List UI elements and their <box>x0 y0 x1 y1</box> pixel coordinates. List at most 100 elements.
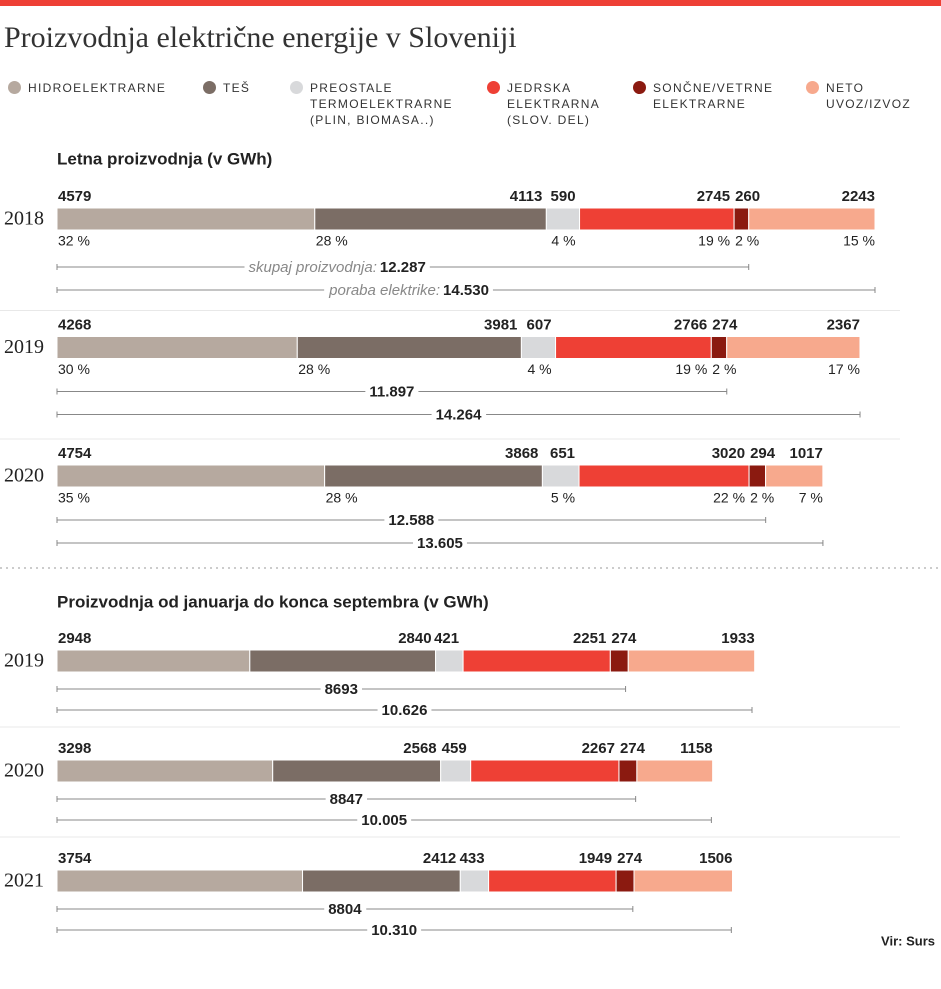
consumption-caption: poraba elektrike: <box>328 282 440 299</box>
share-label: 28 % <box>316 233 348 249</box>
value-label: 2745 <box>697 188 730 205</box>
section-subtitle: Letna proizvodnja (v GWh) <box>57 149 272 168</box>
production-label: 12.588 <box>388 512 434 529</box>
value-label: 2840 <box>398 630 431 647</box>
year-label: 2019 <box>4 336 44 358</box>
bar-segment <box>459 869 490 893</box>
consumption-label: 10.626 <box>382 702 428 719</box>
share-label: 5 % <box>551 490 575 506</box>
label-background <box>324 281 493 299</box>
value-label: 590 <box>551 188 576 205</box>
bar-segment <box>249 649 437 673</box>
legend-label: HIDROELEKTRARNE <box>28 81 167 95</box>
share-label: 2 % <box>712 361 736 377</box>
legend-label: TEŠ <box>223 81 251 95</box>
bar-segment <box>56 869 304 893</box>
legend-swatch <box>8 81 21 94</box>
production-caption: skupaj proizvodnja: <box>248 259 376 276</box>
share-label: 22 % <box>713 490 745 506</box>
bar-segment <box>541 464 580 488</box>
share-label: 19 % <box>698 233 730 249</box>
legend-swatch <box>203 81 216 94</box>
share-label: 28 % <box>326 490 358 506</box>
legend-swatch <box>487 81 500 94</box>
share-label: 28 % <box>298 361 330 377</box>
bar-segment <box>488 869 617 893</box>
bar-segment <box>56 649 251 673</box>
bar-segment <box>726 336 861 359</box>
value-label: 4754 <box>58 445 92 462</box>
legend-label: SONČNE/VETRNE ELEKTRARNE <box>653 81 774 111</box>
legend-item: SONČNE/VETRNE ELEKTRARNE <box>633 80 803 112</box>
label-background <box>431 405 487 424</box>
label-background <box>324 900 367 918</box>
legend-swatch <box>806 81 819 94</box>
share-label: 4 % <box>527 361 551 377</box>
value-label: 2412 <box>423 850 456 867</box>
value-label: 4268 <box>58 316 91 333</box>
year-label: 2019 <box>4 650 44 672</box>
share-label: 4 % <box>551 233 575 249</box>
value-label: 3298 <box>58 740 91 757</box>
value-label: 433 <box>460 850 485 867</box>
consumption-label: 10.310 <box>371 922 417 939</box>
bar-segment <box>56 207 316 231</box>
value-label: 421 <box>434 630 459 647</box>
legend-item: TEŠ <box>203 80 283 96</box>
bar-segment <box>324 464 543 488</box>
legend-swatch <box>290 81 303 94</box>
legend-swatch <box>633 81 646 94</box>
value-label: 260 <box>735 188 760 205</box>
consumption-label: 10.005 <box>361 812 407 829</box>
legend-item: NETO UVOZ/IZVOZ <box>806 80 936 112</box>
value-label: 4113 <box>510 188 543 205</box>
value-label: 2766 <box>674 316 707 333</box>
production-label: 11.897 <box>369 383 414 400</box>
value-label: 2243 <box>842 188 875 205</box>
value-label: 274 <box>611 630 637 647</box>
year-label: 2020 <box>4 760 44 782</box>
label-background <box>413 534 467 552</box>
value-label: 1933 <box>721 630 754 647</box>
production-label: 12.287 <box>380 259 426 276</box>
bar-segment <box>609 649 629 673</box>
value-label: 294 <box>750 445 776 462</box>
section-subtitle: Proizvodnja od januarja do konca septemb… <box>57 592 489 611</box>
label-background <box>367 921 422 939</box>
year-label: 2018 <box>4 208 44 230</box>
year-label: 2020 <box>4 465 44 487</box>
value-label: 2367 <box>827 316 860 333</box>
top-bar <box>0 0 941 6</box>
share-label: 7 % <box>799 490 823 506</box>
bar-segment <box>462 649 611 673</box>
value-label: 2568 <box>403 740 436 757</box>
value-label: 2251 <box>573 630 606 647</box>
value-label: 1506 <box>699 850 732 867</box>
value-label: 3868 <box>505 445 538 462</box>
bar-segment <box>618 759 638 783</box>
bar-segment <box>272 759 442 783</box>
bar-segment <box>435 649 464 673</box>
production-label: 8847 <box>330 791 363 808</box>
bar-segment <box>56 759 274 783</box>
value-label: 3020 <box>712 445 745 462</box>
bar-segment <box>748 207 876 231</box>
share-label: 2 % <box>750 490 774 506</box>
bar-segment <box>579 207 735 231</box>
share-label: 35 % <box>58 490 90 506</box>
value-label: 3754 <box>58 850 92 867</box>
production-label: 8804 <box>328 901 362 918</box>
label-background <box>320 680 362 698</box>
value-label: 274 <box>617 850 643 867</box>
bar-segment <box>636 759 714 783</box>
bar-segment <box>545 207 581 231</box>
bar-segment <box>555 336 712 359</box>
bar-segment <box>56 336 298 359</box>
value-label: 2948 <box>58 630 91 647</box>
label-background <box>377 701 432 719</box>
bar-segment <box>296 336 522 359</box>
consumption-label: 14.530 <box>443 282 489 299</box>
year-label: 2021 <box>4 870 44 892</box>
bar-segment <box>56 464 326 488</box>
